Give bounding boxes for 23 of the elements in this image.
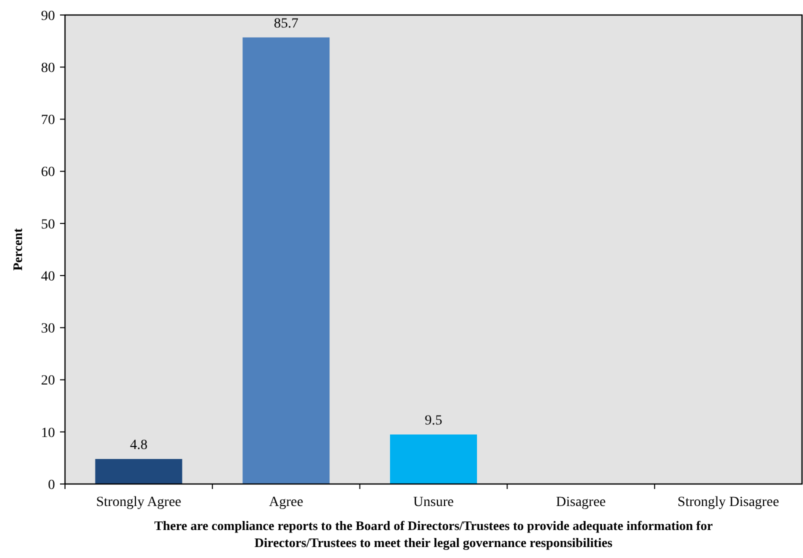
bar: [242, 37, 330, 484]
bar: [95, 458, 182, 484]
y-tick-label: 40: [41, 269, 55, 284]
data-label: 9.5: [424, 413, 442, 428]
x-tick-label: Disagree: [556, 495, 606, 510]
x-axis-title: There are compliance reports to the Board of Directors/Trustees to provide adequate information for Directors/Trustees to meet their legal governance responsibilities: [154, 518, 713, 550]
bar: [390, 434, 477, 484]
y-tick-label: 60: [41, 165, 55, 180]
data-label: 4.8: [130, 438, 148, 453]
y-tick-label: 90: [41, 8, 55, 24]
data-label: 85.7: [274, 16, 298, 32]
x-tick-label: Unsure: [413, 495, 454, 510]
y-tick-label: 80: [41, 61, 55, 76]
y-tick-label: 50: [41, 217, 55, 232]
x-tick-label: Strongly Disagree: [678, 495, 780, 510]
y-tick-label: 70: [41, 113, 55, 128]
y-tick-label: 10: [41, 426, 55, 441]
y-tick-label: 30: [41, 322, 55, 337]
x-tick-label: Agree: [269, 495, 304, 510]
y-tick-label: 0: [48, 478, 55, 493]
y-axis-title: Percent: [10, 228, 25, 271]
y-tick-label: 20: [41, 374, 55, 389]
x-tick-label: Strongly Agree: [96, 495, 182, 510]
